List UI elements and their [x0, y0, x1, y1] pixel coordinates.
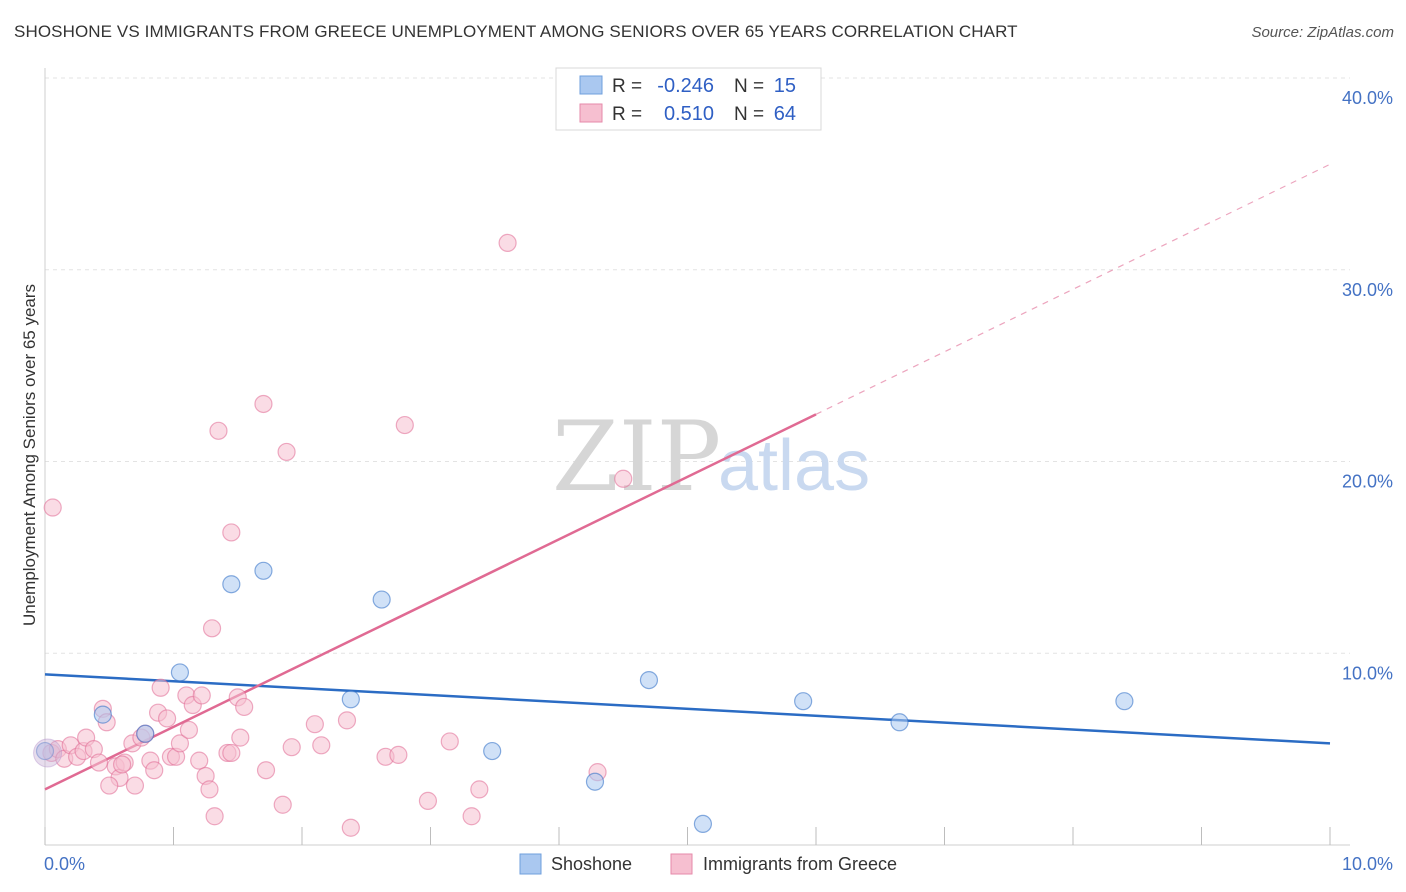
- point-greece-53: [418, 791, 438, 810]
- point-greece-39: [231, 728, 250, 747]
- point-greece-60: [43, 498, 62, 517]
- point-greece-47: [312, 736, 331, 755]
- point-greece-29: [190, 751, 209, 770]
- point-greece-37: [222, 523, 241, 542]
- point-greece-40: [235, 697, 254, 717]
- point-greece-32: [200, 780, 219, 799]
- point-greece-21: [151, 678, 170, 697]
- point-greece-35: [209, 421, 228, 440]
- point-shoshone-10: [639, 670, 659, 690]
- point-shoshone-3: [170, 663, 190, 682]
- trend-line-greece: [44, 413, 817, 791]
- point-shoshone-7: [372, 590, 391, 609]
- y-tick-label-3: 40.0%: [1342, 88, 1393, 108]
- legend-r-value-0: -0.246: [657, 75, 714, 97]
- point-greece-62: [222, 743, 241, 763]
- point-shoshone-4: [222, 575, 241, 594]
- y-axis-title: Unemployment Among Seniors over 65 years: [20, 284, 39, 626]
- legend-r-label-1: R =: [612, 104, 642, 125]
- point-greece-42: [256, 761, 276, 780]
- data-points: [33, 233, 1134, 837]
- legend-box: R = -0.246 N = 15 R = 0.510 N = 64: [555, 67, 822, 131]
- point-greece-15: [125, 776, 145, 795]
- point-greece-43: [273, 795, 292, 814]
- x-tick-label-0: 0.0%: [44, 854, 85, 874]
- point-greece-45: [282, 738, 301, 757]
- legend-r-value-1: 0.510: [664, 103, 714, 125]
- legend-n-label-0: N =: [734, 76, 764, 97]
- point-shoshone-9: [585, 772, 605, 791]
- point-greece-61: [100, 776, 119, 795]
- point-shoshone-11: [693, 814, 713, 834]
- point-shoshone-2: [136, 724, 155, 743]
- point-greece-33: [202, 619, 222, 638]
- point-greece-57: [498, 233, 517, 253]
- bottom-legend-swatch-greece: [670, 853, 693, 875]
- axes: [44, 68, 1350, 846]
- legend-n-value-1: 64: [774, 103, 796, 125]
- point-greece-19: [145, 761, 164, 780]
- legend-r-label-0: R =: [612, 76, 642, 97]
- point-shoshone-6: [341, 690, 360, 709]
- x-tick-labels: 0.0% 10.0%: [44, 854, 1393, 874]
- point-greece-51: [389, 745, 408, 764]
- bottom-legend-swatch-shoshone: [519, 853, 542, 875]
- point-greece-56: [470, 780, 489, 799]
- point-shoshone-0: [35, 741, 55, 761]
- trend-line-greece-extension: [815, 163, 1331, 415]
- bottom-legend-label-shoshone: Shoshone: [551, 854, 632, 874]
- y-tick-label-0: 10.0%: [1342, 663, 1393, 683]
- y-tick-label-1: 20.0%: [1342, 472, 1393, 492]
- point-greece-58: [614, 469, 633, 488]
- watermark-zip: ZIP: [552, 401, 721, 513]
- x-tick-label-1: 10.0%: [1342, 854, 1393, 874]
- trend-lines: [44, 163, 1331, 791]
- point-greece-48: [337, 711, 357, 730]
- point-shoshone-8: [483, 741, 502, 761]
- point-greece-49: [341, 818, 360, 837]
- point-shoshone-5: [254, 561, 273, 580]
- point-greece-8: [89, 753, 109, 772]
- point-greece-34: [205, 807, 224, 826]
- bottom-legend: Shoshone Immigrants from Greece: [519, 853, 897, 875]
- point-cluster-origin: [33, 738, 63, 768]
- point-shoshone-13: [890, 713, 909, 732]
- legend-swatch-greece: [579, 103, 603, 123]
- legend-swatch-shoshone: [579, 75, 603, 95]
- point-shoshone-12: [794, 692, 813, 711]
- point-greece-44: [277, 442, 296, 462]
- source-label: Source: ZipAtlas.com: [1251, 24, 1394, 41]
- point-greece-46: [305, 715, 324, 734]
- grid-lines: [45, 77, 1350, 654]
- point-greece-27: [179, 720, 199, 740]
- legend-n-value-0: 15: [774, 75, 796, 97]
- point-shoshone-1: [93, 705, 112, 724]
- point-greece-22: [157, 709, 177, 728]
- y-tick-label-2: 30.0%: [1342, 280, 1393, 300]
- point-shoshone-14: [1115, 692, 1134, 711]
- point-greece-41: [254, 394, 273, 414]
- y-tick-labels: 10.0% 20.0% 30.0% 40.0%: [1342, 88, 1393, 683]
- point-greece-52: [395, 415, 414, 435]
- bottom-legend-label-greece: Immigrants from Greece: [703, 854, 897, 874]
- watermark-atlas: atlas: [718, 426, 870, 506]
- point-greece-25: [170, 734, 190, 753]
- point-greece-63: [112, 755, 132, 774]
- point-greece-54: [440, 732, 459, 751]
- point-greece-30: [192, 686, 211, 705]
- point-greece-55: [462, 807, 481, 826]
- chart-title: SHOSHONE VS IMMIGRANTS FROM GREECE UNEMP…: [14, 22, 1018, 41]
- legend-n-label-1: N =: [734, 104, 764, 125]
